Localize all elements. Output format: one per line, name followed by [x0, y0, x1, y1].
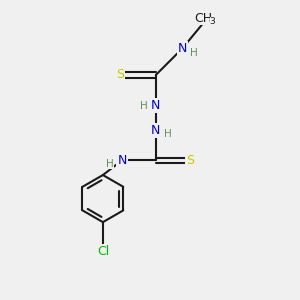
Text: H: H: [106, 159, 114, 169]
Text: S: S: [117, 68, 124, 81]
Text: H: H: [140, 101, 147, 111]
Text: H: H: [190, 48, 197, 58]
Text: H: H: [164, 129, 172, 140]
Text: 3: 3: [209, 17, 215, 26]
Text: S: S: [186, 154, 194, 167]
Text: N: N: [151, 124, 160, 137]
Text: CH: CH: [194, 13, 212, 26]
Text: N: N: [117, 154, 127, 167]
Text: N: N: [178, 42, 187, 55]
Text: Cl: Cl: [97, 245, 109, 258]
Text: N: N: [151, 99, 160, 112]
